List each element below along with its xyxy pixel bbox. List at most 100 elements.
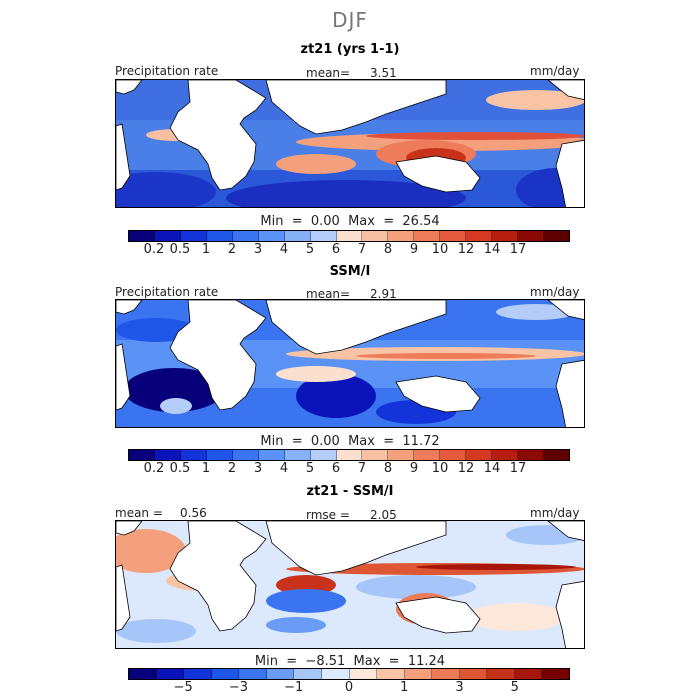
panel1-max-value: 26.54 [402, 214, 440, 229]
colorbar-swatch [310, 231, 337, 241]
panel3-unit: mm/day [530, 506, 580, 520]
colorbar-swatch [232, 231, 259, 241]
colorbar-tick-label: 2 [227, 461, 237, 476]
colorbar-tick-label: 8 [383, 242, 393, 257]
panel1-map [115, 79, 585, 208]
panel3-title: zt21 - SSM/I [306, 484, 394, 499]
colorbar-tick-label: −1 [284, 680, 304, 695]
panel2-mean-label: mean= [306, 287, 351, 301]
panel3-max-value: 11.24 [407, 654, 446, 669]
colorbar-tick-label: 10 [431, 461, 449, 476]
season-title: DJF [332, 8, 368, 32]
colorbar-swatch [487, 669, 515, 679]
colorbar-tick-label: −3 [228, 680, 249, 695]
panel1-colorbar-ticks: 0.2 0.5 1 2 3 4 5 6 7 8 9 10 12 14 17 [128, 242, 570, 258]
panel1-min-value: 0.00 [310, 214, 340, 229]
colorbar-swatch [388, 231, 415, 241]
colorbar-swatch [492, 231, 519, 241]
panel1-mean-label: mean= [306, 66, 351, 80]
panel2-min-value: 0.00 [310, 434, 340, 449]
colorbar-tick-label: 17 [509, 242, 527, 257]
panel1-minmax: Min = 0.00 Max = 26.54 [0, 214, 700, 229]
colorbar-swatch [459, 669, 488, 679]
colorbar-swatch [518, 450, 544, 460]
colorbar-tick-label: 0.5 [169, 461, 191, 476]
panel2-max-label: Max = [348, 434, 395, 449]
colorbar-tick-label: 2 [227, 242, 237, 257]
panel2-variable-label: Precipitation rate [115, 285, 219, 299]
colorbar-swatch [284, 231, 311, 241]
panel1-title: zt21 (yrs 1-1) [300, 42, 400, 57]
colorbar-tick-label: 4 [279, 242, 289, 257]
colorbar-swatch [294, 669, 322, 679]
colorbar-tick-label: 5 [510, 680, 519, 695]
panel2-map [115, 299, 585, 428]
colorbar-swatch [514, 669, 543, 679]
colorbar-tick-label: 14 [483, 242, 501, 257]
colorbar-swatch [544, 450, 569, 460]
colorbar-swatch [440, 450, 467, 460]
colorbar-tick-label: 3 [455, 680, 464, 695]
colorbar-swatch [129, 669, 157, 679]
colorbar-swatch [310, 450, 337, 460]
colorbar-swatch [377, 669, 405, 679]
panel3-colorbar [128, 668, 570, 680]
panel3-colorbar-ticks: −5 −3 −1 0 1 3 5 [128, 680, 570, 696]
panel2-min-label: Min = [260, 434, 303, 449]
colorbar-tick-label: 12 [457, 242, 475, 257]
panel2-minmax: Min = 0.00 Max = 11.72 [0, 434, 700, 449]
colorbar-swatch [180, 231, 207, 241]
panel3-mean-value: 0.56 [180, 506, 207, 520]
colorbar-swatch [184, 669, 212, 679]
colorbar-tick-label: 5 [305, 461, 315, 476]
colorbar-swatch [544, 231, 569, 241]
colorbar-tick-label: 6 [331, 242, 341, 257]
colorbar-tick-label: 4 [279, 461, 289, 476]
panel2-mean-value: 2.91 [370, 287, 397, 301]
colorbar-tick-label: 6 [331, 461, 341, 476]
colorbar-tick-label: 1 [201, 461, 211, 476]
colorbar-tick-label: 3 [253, 242, 263, 257]
panel1-unit: mm/day [530, 64, 580, 78]
panel3-min-label: Min = [254, 654, 298, 669]
colorbar-tick-label: 0 [344, 680, 354, 695]
panel1-colorbar [128, 230, 570, 242]
colorbar-tick-label: 0.2 [143, 242, 165, 257]
colorbar-swatch [466, 231, 493, 241]
colorbar-swatch [258, 231, 285, 241]
colorbar-swatch [258, 450, 285, 460]
colorbar-swatch [542, 669, 569, 679]
colorbar-swatch [414, 231, 441, 241]
colorbar-swatch [362, 450, 389, 460]
colorbar-swatch [492, 450, 519, 460]
colorbar-tick-label: 9 [409, 461, 419, 476]
colorbar-swatch [349, 669, 378, 679]
colorbar-tick-label: 7 [357, 242, 367, 257]
panel3-map [115, 520, 585, 649]
colorbar-swatch [206, 450, 233, 460]
colorbar-swatch [432, 669, 460, 679]
colorbar-swatch [206, 231, 233, 241]
colorbar-swatch [440, 231, 467, 241]
colorbar-tick-label: 0.2 [143, 461, 165, 476]
colorbar-tick-label: 5 [305, 242, 315, 257]
colorbar-swatch [336, 450, 363, 460]
colorbar-tick-label: 10 [431, 242, 449, 257]
panel3-min-value: −8.51 [305, 654, 346, 669]
colorbar-swatch [321, 669, 350, 679]
colorbar-tick-label: 9 [409, 242, 419, 257]
colorbar-tick-label: 7 [357, 461, 367, 476]
colorbar-swatch [362, 231, 389, 241]
colorbar-swatch [154, 231, 181, 241]
panel3-mean-label: mean = [115, 506, 163, 520]
colorbar-tick-label: 0.5 [169, 242, 191, 257]
colorbar-swatch [154, 450, 181, 460]
panel2-colorbar [128, 449, 570, 461]
panel3-rmse-value: 2.05 [370, 508, 397, 522]
colorbar-swatch [232, 450, 259, 460]
colorbar-swatch [266, 669, 295, 679]
colorbar-swatch [284, 450, 311, 460]
colorbar-tick-label: 1 [400, 680, 409, 695]
panel3-rmse-label: rmse = [306, 508, 350, 522]
panel2-unit: mm/day [530, 285, 580, 299]
